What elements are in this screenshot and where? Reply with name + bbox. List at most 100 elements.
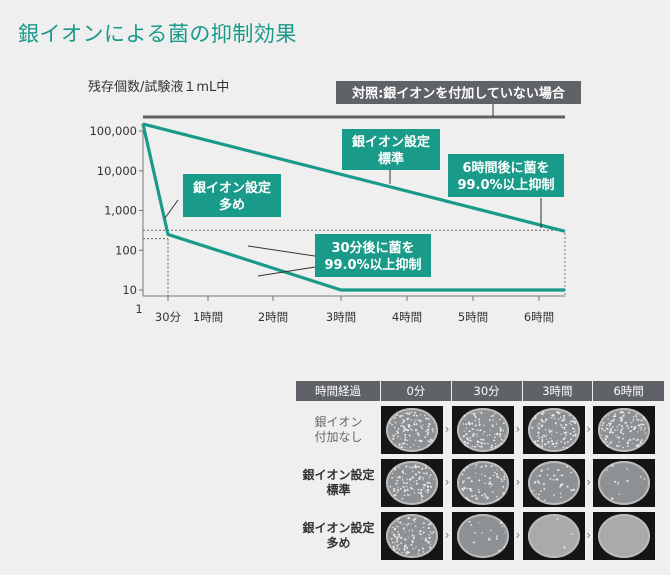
colony-speckles [390,516,435,555]
colony-dot [483,493,486,496]
row-label-line: 標準 [326,483,351,497]
colony-dot [460,438,462,441]
colony-dot [552,494,555,496]
colony-dot [474,467,476,469]
colony-dot [500,443,503,445]
x-tick-label: 6時間 [524,310,554,324]
colony-dot [497,476,500,479]
colony-dot [391,424,394,426]
colony-dot [465,437,469,440]
colony-dot [632,420,634,422]
colony-dot [635,444,639,447]
row-label-line: 多め [326,536,351,550]
colony-dot [393,467,396,470]
colony-dot [469,436,471,439]
colony-dot [432,431,434,433]
colony-dot [398,535,401,538]
page-title: 銀イオンによる菌の抑制効果 [18,22,297,46]
colony-dot [635,413,637,416]
colony-dot [466,466,469,469]
colony-dot [422,476,424,479]
colony-dot [611,431,615,434]
colony-dot [390,441,392,443]
x-tick-label: 5時間 [458,310,488,324]
colony-dot [536,475,538,477]
colony-dot [537,422,540,425]
colony-dot [432,518,434,520]
colony-dot [606,469,609,471]
colony-dot [606,441,609,444]
colony-dot [502,492,505,495]
colony-dot [619,445,621,447]
colony-dot [551,442,554,446]
colony-dot [419,414,422,416]
colony-dot [414,473,418,476]
colony-dot [540,412,542,415]
colony-dot [426,481,429,484]
colony-dot [497,498,499,500]
colony-dot [544,435,547,438]
colony-dot [477,488,480,491]
colony-dot [536,439,539,442]
row-label: 銀イオン 付加なし [296,415,381,445]
colony-dot [503,439,505,442]
colony-dot [432,411,434,414]
colony-dot [393,489,396,492]
colony-dot [425,539,428,542]
colony-dot [612,415,615,417]
colony-dot [408,466,411,468]
colony-dot [488,482,492,485]
colony-dot [542,482,545,485]
colony-dot [536,411,539,414]
colony-dot [397,525,399,528]
colony-dot [406,478,408,480]
colony-dot [640,440,642,442]
colony-dot [605,435,608,437]
colony-dot [476,443,478,446]
colony-dot [396,547,399,549]
colony-dot [430,540,432,542]
colony-dot [389,499,392,501]
colony-dot [565,465,568,468]
row-standard: 銀イオン設定 標準 › › › [296,459,664,507]
colony-dot [391,541,394,544]
colony-dot [402,418,404,420]
x-tick-label: 2時間 [258,310,288,324]
colony-dot [532,411,535,414]
colony-dot [642,413,644,415]
colony-dot [544,428,546,431]
colony-speckles [468,520,506,555]
control-callout-box [336,81,581,104]
colony-dot [468,487,472,491]
colony-dot [644,418,646,421]
x-tick-label: 1 [135,302,142,316]
colony-dot [475,497,478,500]
colony-dot [609,422,612,425]
colony-dot [540,436,543,439]
colony-dot [423,484,426,487]
petri-dish [527,461,580,505]
colony-dot [403,544,407,548]
colony-dot [563,437,566,439]
colony-dot [472,432,474,435]
colony-dot [402,430,405,433]
colony-dot [621,418,624,421]
colony-dot [548,416,550,419]
colony-dot [473,413,476,416]
colony-dot [484,464,487,468]
colony-dot [425,430,427,433]
colony-dot [640,476,642,478]
colony-dot [493,413,496,415]
colony-dot [622,437,625,440]
colony-dot [533,481,536,484]
colony-dot [462,469,465,472]
colony-dot [613,420,615,423]
colony-dot [415,414,418,417]
colony-dot [486,496,489,499]
colony-dot [568,414,570,417]
colony-dot [537,493,540,496]
colony-dot [607,418,610,420]
colony-dot [412,470,414,472]
colony-dot [608,422,610,424]
culture-photo [451,406,514,454]
